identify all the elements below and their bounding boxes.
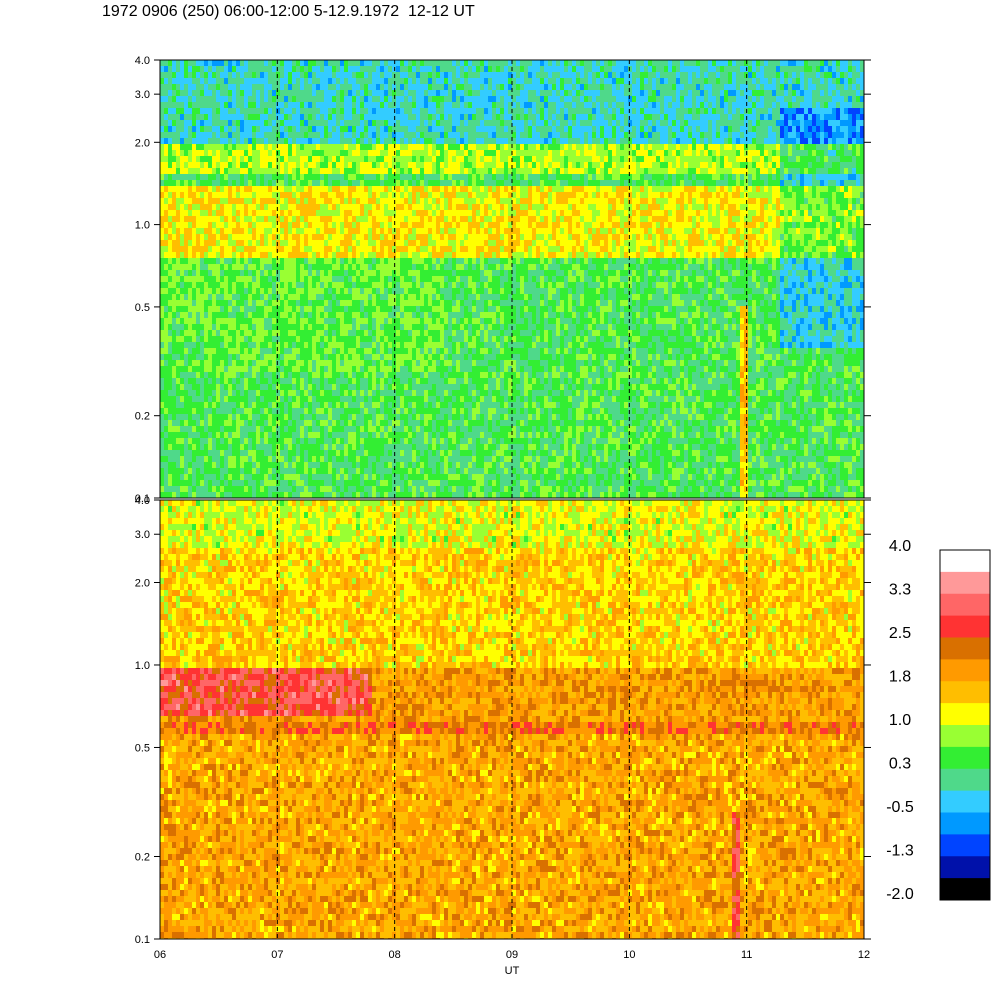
y-tick-label: 3.0 xyxy=(135,529,150,541)
lower-panel-cells xyxy=(160,500,864,939)
colorbar-swatch xyxy=(940,615,990,638)
y-tick-label: 3.0 xyxy=(135,89,150,101)
colorbar-swatch xyxy=(940,878,990,901)
colorbar-swatch xyxy=(940,550,990,573)
colorbar-swatch xyxy=(940,812,990,835)
y-tick-label: 0.1 xyxy=(135,493,150,505)
colorbar-swatch xyxy=(940,856,990,879)
colorbar-swatch xyxy=(940,637,990,660)
y-tick-label: 1.0 xyxy=(135,660,150,672)
y-tick-label: 0.2 xyxy=(135,411,150,423)
colorbar-swatch xyxy=(940,703,990,726)
colorbar-swatch xyxy=(940,834,990,857)
x-tick-label: 07 xyxy=(271,949,283,961)
colorbar-label: 0.3 xyxy=(889,756,911,773)
y-tick-label: 0.1 xyxy=(135,934,150,946)
upper-panel-cells xyxy=(160,60,864,498)
y-tick-label: 4.0 xyxy=(135,495,150,507)
x-tick-label: 11 xyxy=(741,949,752,961)
y-tick-label: 1.0 xyxy=(135,220,150,232)
y-tick-label: 2.0 xyxy=(135,137,150,149)
colorbar-label: -1.3 xyxy=(886,843,914,860)
colorbar-label: -0.5 xyxy=(886,799,914,816)
colorbar-swatch xyxy=(940,659,990,682)
colorbar-swatch xyxy=(940,746,990,770)
colorbar-label: 2.5 xyxy=(889,625,911,642)
x-tick-label: 06 xyxy=(154,949,166,961)
colorbar-label: -2.0 xyxy=(886,886,914,903)
y-tick-label: 0.2 xyxy=(135,852,150,864)
colorbar-label: 1.0 xyxy=(889,712,911,729)
colorbar-swatch xyxy=(940,725,990,748)
x-tick-label: 10 xyxy=(623,949,635,961)
x-tick-label: 08 xyxy=(389,949,401,961)
y-tick-label: 4.0 xyxy=(135,55,150,67)
colorbar xyxy=(939,549,991,901)
colorbar-label: 3.3 xyxy=(889,582,911,599)
colorbar-swatch xyxy=(940,768,990,792)
colorbar-label: 4.0 xyxy=(889,538,911,555)
colorbar-swatch xyxy=(940,593,990,617)
chart-title: 1972 0906 (250) 06:00-12:00 5-12.9.1972 … xyxy=(102,3,475,21)
y-tick-label: 0.5 xyxy=(135,742,150,754)
x-tick-label: 12 xyxy=(858,949,870,961)
colorbar-swatch xyxy=(940,681,990,704)
colorbar-swatch xyxy=(940,790,990,813)
x-tick-label: 09 xyxy=(506,949,518,961)
y-tick-label: 2.0 xyxy=(135,577,150,589)
y-tick-label: 0.5 xyxy=(135,302,150,314)
colorbar-label: 1.8 xyxy=(889,669,911,686)
x-axis-label: UT xyxy=(505,965,520,977)
colorbar-swatch xyxy=(940,571,990,595)
